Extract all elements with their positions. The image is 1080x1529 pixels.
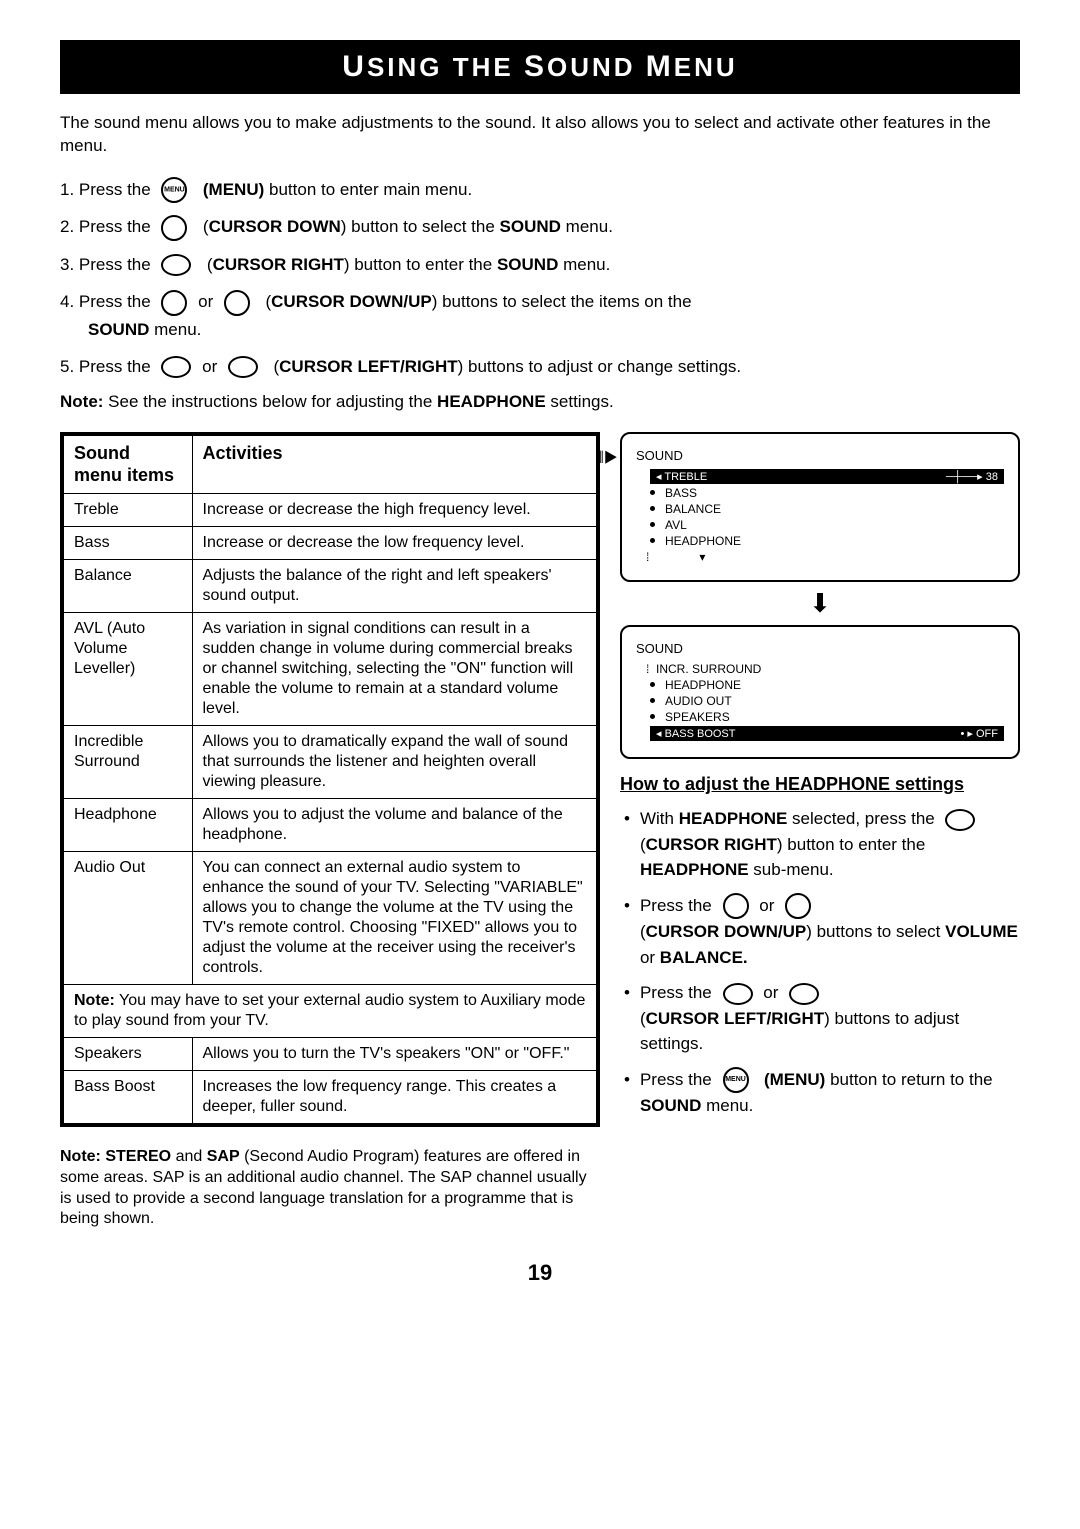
cursor-down-icon-2 xyxy=(161,290,187,316)
t3: ENU xyxy=(674,52,738,82)
s2a: 2. Press the xyxy=(60,217,155,236)
cursor-down-icon xyxy=(161,215,187,241)
osd2-scroll: ⁞ INCR. SURROUND xyxy=(650,662,1004,676)
headphone-steps: • With HEADPHONE selected, press the (CU… xyxy=(620,806,1020,1119)
osd1-item: BALANCE xyxy=(650,502,1004,516)
table-row: Audio OutYou can connect an external aud… xyxy=(62,851,598,984)
s3a: 3. Press the xyxy=(60,255,155,274)
s1a: 1. Press the xyxy=(60,180,155,199)
note-line: Note: See the instructions below for adj… xyxy=(60,392,1020,412)
cursor-right-icon-4 xyxy=(789,983,819,1005)
cursor-right-icon-2 xyxy=(228,356,258,378)
step-5: 5. Press the or (CURSOR LEFT/RIGHT) butt… xyxy=(60,353,1020,380)
connector-icon: ⦀▶ xyxy=(597,450,618,468)
t-m: M xyxy=(646,50,674,83)
menu-button-icon-2: MENU xyxy=(723,1067,749,1093)
cursor-down-icon-3 xyxy=(723,893,749,919)
table-row: AVL (Auto Volume Leveller)As variation i… xyxy=(62,612,598,725)
table-row: TrebleIncrease or decrease the high freq… xyxy=(62,493,598,526)
cursor-left-icon-2 xyxy=(723,983,753,1005)
osd2-title: SOUND xyxy=(636,641,1004,656)
cursor-right-icon-3 xyxy=(945,809,975,831)
step-1: 1. Press the MENU (MENU) button to enter… xyxy=(60,176,1020,204)
cursor-up-icon-2 xyxy=(785,893,811,919)
intro-text: The sound menu allows you to make adjust… xyxy=(60,112,1020,158)
th-activities: Activities xyxy=(192,434,598,494)
osd-sound-1: ⦀▶ SOUND ◂ TREBLE ─┼──▸ 38 BASS BALANCE … xyxy=(620,432,1020,582)
section-title: USING THE SOUND MENU xyxy=(60,40,1020,94)
t-s: S xyxy=(524,50,547,83)
osd1-selected: ◂ TREBLE ─┼──▸ 38 xyxy=(650,469,1004,484)
s5a: 5. Press the xyxy=(60,357,155,376)
step-2: 2. Press the (CURSOR DOWN) button to sel… xyxy=(60,213,1020,241)
osd2-item: HEADPHONE xyxy=(650,678,1004,692)
cursor-left-icon xyxy=(161,356,191,378)
table-row: Incredible SurroundAllows you to dramati… xyxy=(62,725,598,798)
menu-button-icon: MENU xyxy=(161,177,187,203)
arrow-down-icon: ⬇ xyxy=(620,588,1020,619)
t1: SING THE xyxy=(367,52,524,82)
table-note-row: Note: You may have to set your external … xyxy=(62,984,598,1037)
hp-step-3: • Press the or (CURSOR LEFT/RIGHT) butto… xyxy=(620,980,1020,1057)
osd-sound-2: SOUND ⁞ INCR. SURROUND HEADPHONE AUDIO O… xyxy=(620,625,1020,759)
step-3: 3. Press the (CURSOR RIGHT) button to en… xyxy=(60,251,1020,278)
table-row: Bass BoostIncreases the low frequency ra… xyxy=(62,1070,598,1125)
steps-block: 1. Press the MENU (MENU) button to enter… xyxy=(60,176,1020,380)
osd1-scroll: ⁞ ▾ xyxy=(650,550,1004,564)
s1b: (MENU) xyxy=(198,180,264,199)
osd1-item: AVL xyxy=(650,518,1004,532)
table-row: BassIncrease or decrease the low frequen… xyxy=(62,526,598,559)
table-row: SpeakersAllows you to turn the TV's spea… xyxy=(62,1037,598,1070)
t-u: U xyxy=(342,50,367,83)
table-row: BalanceAdjusts the balance of the right … xyxy=(62,559,598,612)
page-number: 19 xyxy=(60,1260,1020,1286)
osd1-item: BASS xyxy=(650,486,1004,500)
step-4: 4. Press the or (CURSOR DOWN/UP) buttons… xyxy=(60,288,1020,343)
th-items: Sound menu items xyxy=(62,434,192,494)
right-column: ⦀▶ SOUND ◂ TREBLE ─┼──▸ 38 BASS BALANCE … xyxy=(620,432,1020,1129)
hp-step-4: • Press the MENU (MENU) button to return… xyxy=(620,1067,1020,1119)
footnote: Note: STEREO and SAP (Second Audio Progr… xyxy=(60,1147,600,1230)
s4a: 4. Press the xyxy=(60,292,155,311)
osd2-item: SPEAKERS xyxy=(650,710,1004,724)
osd1-item: HEADPHONE xyxy=(650,534,1004,548)
hp-step-1: • With HEADPHONE selected, press the (CU… xyxy=(620,806,1020,883)
hp-step-2: • Press the or (CURSOR DOWN/UP) buttons … xyxy=(620,893,1020,971)
table-block: Sound menu items Activities TrebleIncrea… xyxy=(60,432,600,1230)
osd2-selected: ◂ BASS BOOST • ▸ OFF xyxy=(650,726,1004,741)
cursor-right-icon xyxy=(161,254,191,276)
osd2-item: AUDIO OUT xyxy=(650,694,1004,708)
headphone-heading: How to adjust the HEADPHONE settings xyxy=(620,773,1020,796)
t2: OUND xyxy=(547,52,646,82)
osd1-title: SOUND xyxy=(636,448,1004,463)
sound-menu-table: Sound menu items Activities TrebleIncrea… xyxy=(60,432,600,1127)
cursor-up-icon xyxy=(224,290,250,316)
table-row: HeadphoneAllows you to adjust the volume… xyxy=(62,798,598,851)
